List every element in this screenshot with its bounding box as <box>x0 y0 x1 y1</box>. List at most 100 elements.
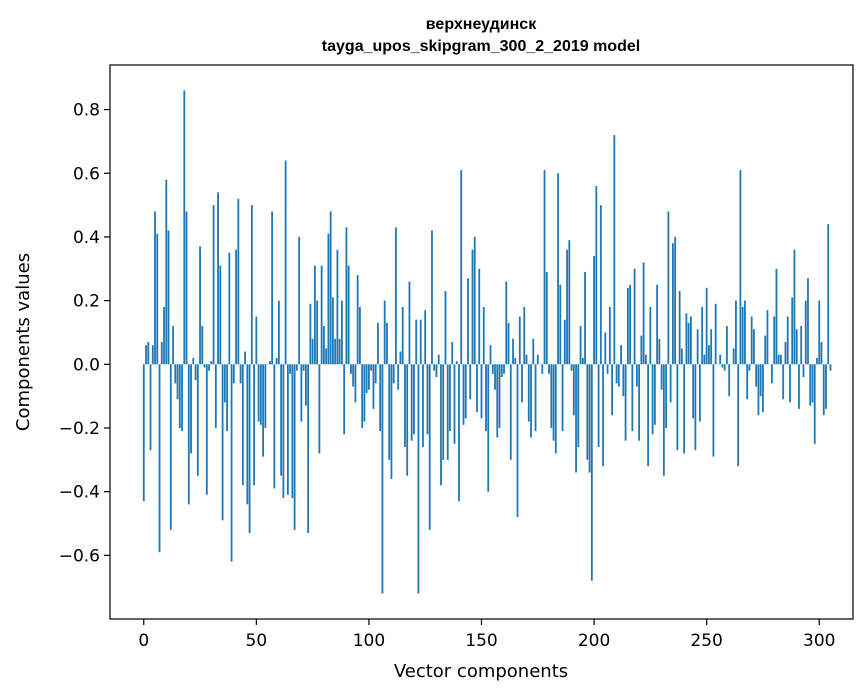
bar-189 <box>568 240 571 365</box>
bar-143 <box>464 364 467 419</box>
x-axis-label: Vector components <box>394 661 568 682</box>
bar-40 <box>232 364 235 384</box>
y-tick-label: 0.4 <box>73 228 100 248</box>
bar-259 <box>726 326 728 365</box>
bar-34 <box>219 265 222 365</box>
bar-50 <box>255 316 258 365</box>
bar-149 <box>478 268 481 365</box>
bar-73 <box>307 364 310 534</box>
bar-242 <box>687 322 690 365</box>
bar-279 <box>771 364 773 384</box>
bar-91 <box>347 265 350 365</box>
bar-6 <box>156 233 159 365</box>
bar-284 <box>782 364 785 400</box>
bar-133 <box>442 364 445 460</box>
bar-188 <box>566 249 568 365</box>
x-tick-label: 100 <box>353 631 385 651</box>
bar-301 <box>820 342 823 365</box>
bar-58 <box>273 364 276 489</box>
y-axis-label: Components values <box>13 253 34 431</box>
bar-84 <box>332 297 334 365</box>
bar-231 <box>662 364 665 476</box>
bar-65 <box>289 364 292 374</box>
y-tick-label: −0.6 <box>59 546 100 566</box>
bar-224 <box>647 364 650 467</box>
bar-229 <box>658 338 661 365</box>
bar-98 <box>363 364 366 422</box>
bar-152 <box>485 364 487 432</box>
bar-33 <box>217 192 219 365</box>
bar-78 <box>318 364 321 454</box>
bar-291 <box>798 364 800 409</box>
bar-96 <box>359 306 361 365</box>
bar-164 <box>512 338 514 365</box>
bar-238 <box>678 291 681 365</box>
bar-219 <box>635 364 638 387</box>
bar-29 <box>208 364 210 371</box>
bar-262 <box>732 348 735 365</box>
bar-21 <box>190 364 192 454</box>
bar-217 <box>631 364 634 432</box>
bar-296 <box>809 364 812 406</box>
bar-92 <box>350 364 352 374</box>
bar-8 <box>160 342 163 365</box>
bar-97 <box>361 364 364 428</box>
bar-295 <box>807 278 809 365</box>
bar-62 <box>282 364 285 499</box>
bar-94 <box>354 364 357 403</box>
bar-16 <box>178 364 181 428</box>
bar-88 <box>341 300 343 365</box>
bar-169 <box>523 306 526 365</box>
bar-35 <box>221 364 224 521</box>
bar-155 <box>491 364 494 374</box>
bar-298 <box>813 364 816 444</box>
bar-86 <box>336 249 339 365</box>
y-tick-label: 0.2 <box>73 292 100 312</box>
bar-194 <box>579 326 582 365</box>
bar-220 <box>638 364 641 441</box>
bar-184 <box>557 173 559 365</box>
bar-175 <box>536 354 539 365</box>
bar-138 <box>453 364 456 444</box>
bar-196 <box>584 271 586 365</box>
bars-group <box>142 90 832 594</box>
bar-168 <box>521 364 523 403</box>
bar-253 <box>712 364 715 457</box>
bar-263 <box>735 300 737 365</box>
y-tick-label: −0.2 <box>59 419 100 439</box>
bar-302 <box>822 364 825 416</box>
bar-77 <box>316 300 319 365</box>
bar-100 <box>368 364 370 390</box>
bar-151 <box>482 306 485 365</box>
bar-182 <box>552 364 555 441</box>
bar-264 <box>737 364 740 467</box>
bar-7 <box>158 364 161 553</box>
bar-20 <box>187 364 190 505</box>
bar-114 <box>399 351 402 365</box>
bar-223 <box>644 354 647 365</box>
bar-43 <box>239 364 242 384</box>
bar-154 <box>489 345 492 365</box>
bar-249 <box>703 354 706 365</box>
bar-139 <box>455 361 458 365</box>
bar-179 <box>545 271 548 365</box>
x-tick-label: 200 <box>578 631 610 651</box>
bar-180 <box>548 364 550 374</box>
bar-239 <box>680 348 683 365</box>
bar-285 <box>784 342 787 365</box>
chart-subtitle: tayga_upos_skipgram_300_2_2019 model <box>322 38 640 55</box>
bar-233 <box>667 211 670 365</box>
bar-103 <box>374 364 377 384</box>
bar-272 <box>755 364 758 387</box>
bar-227 <box>653 364 656 425</box>
bar-42 <box>237 198 240 365</box>
bar-153 <box>487 364 490 492</box>
y-tick-label: 0.0 <box>73 355 100 375</box>
bar-241 <box>685 313 688 365</box>
bar-187 <box>563 319 566 365</box>
bar-59 <box>275 357 278 365</box>
bar-120 <box>413 364 415 435</box>
bar-252 <box>710 329 713 365</box>
bar-170 <box>525 354 528 365</box>
bar-136 <box>449 364 451 432</box>
